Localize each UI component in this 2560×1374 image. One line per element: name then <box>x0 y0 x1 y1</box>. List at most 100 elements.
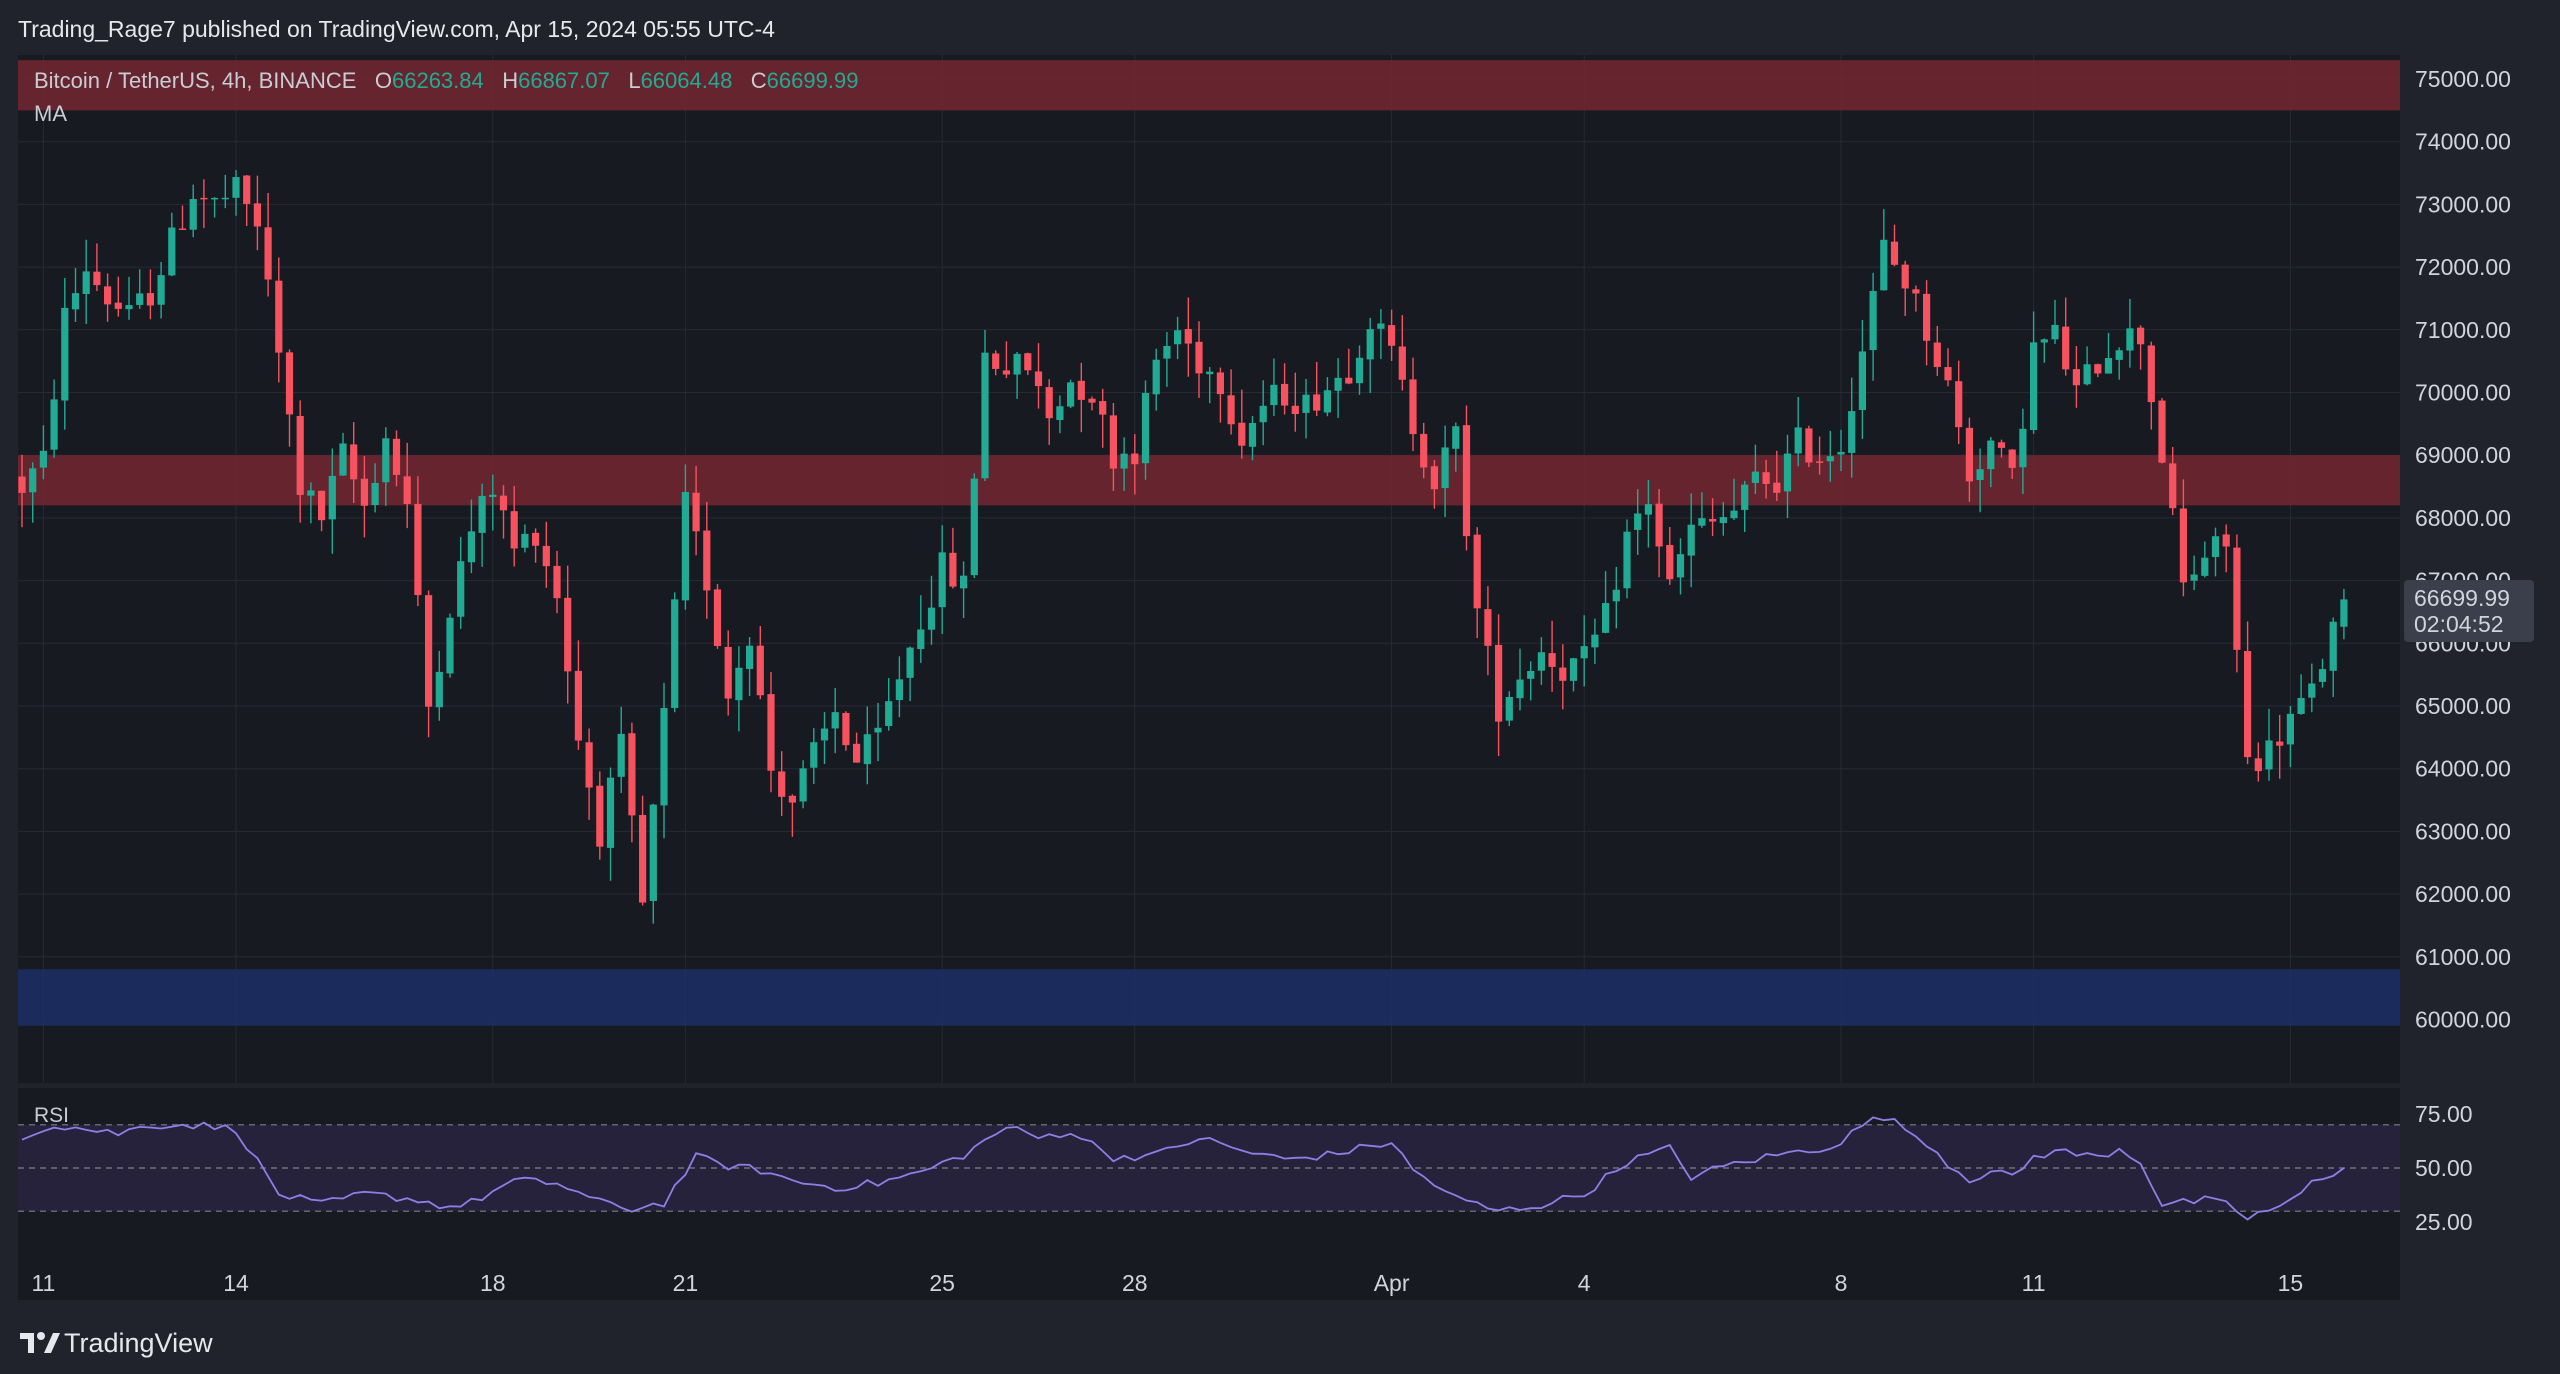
candle-body <box>1516 679 1524 699</box>
price-tick-label: 62000.00 <box>2415 881 2511 907</box>
low-value: 66064.48 <box>641 68 733 93</box>
candle-body <box>746 645 754 669</box>
candle-body <box>1067 382 1075 407</box>
candle-body <box>1462 425 1471 537</box>
price-tick-label: 75000.00 <box>2415 66 2511 92</box>
candle-body <box>853 743 861 763</box>
time-tick-label: 11 <box>31 1270 55 1296</box>
candle-body <box>1655 503 1663 547</box>
candle-body <box>1912 289 1920 294</box>
time-tick-label: 25 <box>929 1270 955 1296</box>
tradingview-logo[interactable]: TradingView <box>20 1328 213 1358</box>
candle-body <box>1313 394 1321 411</box>
time-axis[interactable]: 11 14 18 21 25 28 Apr 4 8 11 15 <box>31 1270 2303 1296</box>
candle-body <box>2137 327 2145 345</box>
bar-countdown: 02:04:52 <box>2414 611 2504 637</box>
candle-body <box>61 307 69 401</box>
candle-body <box>499 495 508 511</box>
candle-body <box>1409 379 1417 435</box>
candle-body <box>1484 609 1492 646</box>
resistance-top-zone <box>18 60 2400 111</box>
candle-body <box>2072 369 2080 386</box>
candle-body <box>1880 239 1888 291</box>
candle-body <box>1612 589 1620 602</box>
tradingview-logo-icon <box>20 1332 60 1353</box>
candle-body <box>874 727 882 733</box>
candle-body <box>1034 371 1043 387</box>
candle-body <box>2340 599 2348 627</box>
low-key: L <box>628 68 640 93</box>
candlestick-series <box>18 170 2348 924</box>
candle-body <box>1495 644 1503 722</box>
candle-body <box>1709 519 1717 522</box>
candle-body <box>1901 264 1909 289</box>
candle-body <box>1634 513 1642 530</box>
candle-body <box>1227 395 1235 425</box>
price-zones <box>18 60 2400 1026</box>
candle-body <box>435 671 443 708</box>
candle-body <box>767 694 775 771</box>
candle-body <box>114 302 122 309</box>
last-price-badge: 66699.99 02:04:52 <box>2404 580 2534 642</box>
price-axis[interactable]: 75000.00 74000.00 73000.00 72000.00 71000.00… <box>2415 66 2511 1033</box>
candle-body <box>2008 449 2016 468</box>
candle-body <box>1848 411 1856 453</box>
price-tick-label: 63000.00 <box>2415 818 2511 844</box>
candle-body <box>970 478 978 576</box>
candle-body <box>863 734 871 765</box>
candle-body <box>1355 357 1364 384</box>
candle-body <box>1976 469 1984 480</box>
candle-body <box>2297 697 2305 715</box>
candle-body <box>1602 603 1610 633</box>
candle-body <box>606 777 615 848</box>
candle-body <box>264 227 272 280</box>
candle-body <box>1955 381 1963 428</box>
rsi-tick-label: 25.00 <box>2415 1209 2473 1235</box>
candle-body <box>307 490 315 496</box>
candle-body <box>1248 423 1257 447</box>
candle-body <box>136 293 144 305</box>
candle-body <box>917 629 925 650</box>
candle-body <box>703 530 711 591</box>
candle-body <box>1184 329 1192 344</box>
candle-body <box>350 444 358 480</box>
candle-body <box>1548 653 1556 667</box>
candle-body <box>1334 377 1342 391</box>
candle-body <box>799 768 807 802</box>
candle-body <box>895 679 903 701</box>
candle-body <box>2254 758 2262 772</box>
ma-indicator-label[interactable]: MA <box>34 101 67 126</box>
candle-body <box>2158 400 2166 463</box>
candle-body <box>639 815 647 903</box>
candle-body <box>1698 518 1706 526</box>
open-key: O <box>375 68 392 93</box>
candle-body <box>713 589 722 646</box>
candle-body <box>1826 456 1834 462</box>
candle-body <box>168 227 176 276</box>
candle-body <box>992 353 1000 369</box>
time-tick-label: 15 <box>2278 1270 2304 1296</box>
close-key: C <box>751 68 767 93</box>
candle-body <box>457 561 465 617</box>
candle-body <box>82 271 90 294</box>
rsi-axis[interactable]: 75.00 50.00 25.00 <box>2415 1101 2473 1235</box>
candle-body <box>221 197 229 200</box>
candle-body <box>1719 517 1727 524</box>
candle-body <box>2286 713 2294 745</box>
candle-body <box>1676 554 1685 578</box>
candle-body <box>360 478 368 506</box>
candle-body <box>1281 383 1289 406</box>
time-tick-label: 21 <box>673 1270 699 1296</box>
open-value: 66263.84 <box>392 68 484 93</box>
candle-body <box>1216 372 1224 395</box>
candle-body <box>649 804 657 901</box>
candle-body <box>371 482 379 506</box>
last-price-value: 66699.99 <box>2414 585 2510 611</box>
candle-body <box>1131 453 1139 465</box>
candle-body <box>253 203 261 227</box>
candle-body <box>318 490 326 521</box>
rsi-line <box>21 1116 2345 1221</box>
price-pane[interactable] <box>18 55 2400 1083</box>
candle-body <box>1109 415 1117 469</box>
candle-body <box>810 742 818 768</box>
